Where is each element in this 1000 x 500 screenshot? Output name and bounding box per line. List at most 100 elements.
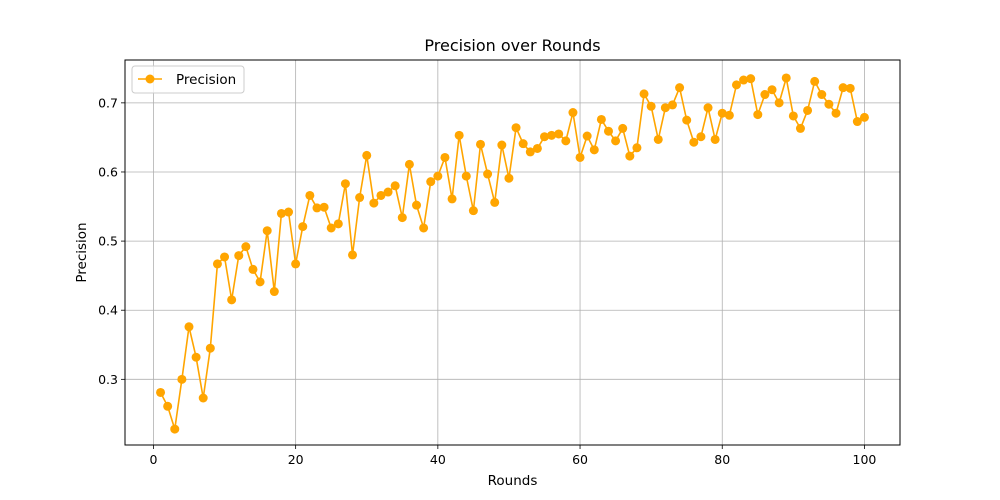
data-point-round-91 bbox=[795, 123, 805, 133]
legend-box bbox=[131, 65, 245, 94]
x-tick-label: 0 bbox=[149, 452, 157, 467]
data-point-round-35 bbox=[397, 213, 407, 223]
data-point-round-45 bbox=[468, 206, 478, 216]
data-point-round-95 bbox=[824, 99, 834, 109]
data-point-round-51 bbox=[511, 123, 521, 133]
data-point-round-79 bbox=[710, 134, 720, 144]
data-point-round-85 bbox=[753, 110, 763, 120]
data-point-round-94 bbox=[817, 90, 827, 100]
data-point-round-38 bbox=[419, 223, 429, 233]
data-point-round-20 bbox=[291, 259, 301, 269]
y-axis-title: Precision bbox=[74, 222, 90, 282]
data-point-round-54 bbox=[532, 143, 542, 153]
data-point-round-67 bbox=[625, 151, 635, 161]
x-tick-label: 60 bbox=[572, 452, 588, 467]
series-precision bbox=[156, 73, 869, 434]
data-point-round-8 bbox=[205, 343, 215, 353]
data-point-round-58 bbox=[561, 136, 571, 146]
data-point-round-4 bbox=[177, 374, 187, 384]
data-point-round-22 bbox=[305, 190, 315, 200]
data-point-round-72 bbox=[660, 103, 670, 113]
data-point-round-76 bbox=[689, 137, 699, 147]
data-point-round-16 bbox=[262, 226, 272, 236]
data-point-round-61 bbox=[582, 131, 592, 141]
y-tick-label: 0.4 bbox=[98, 303, 118, 318]
data-point-round-25 bbox=[326, 223, 336, 233]
data-point-round-14 bbox=[248, 264, 258, 274]
data-point-round-15 bbox=[255, 277, 265, 287]
data-point-round-56 bbox=[547, 130, 557, 140]
data-point-round-80 bbox=[717, 108, 727, 118]
data-point-round-17 bbox=[269, 287, 279, 297]
axis-ticks: 0 20 40 60 80 100 0.3 0.4 0.5 0.6 0.7 bbox=[98, 95, 876, 467]
legend-marker-swatch bbox=[145, 74, 155, 84]
data-point-round-13 bbox=[241, 242, 251, 252]
x-tick-label: 80 bbox=[714, 452, 730, 467]
legend-label-precision: Precision bbox=[176, 72, 236, 88]
data-point-round-9 bbox=[212, 259, 222, 269]
data-point-round-50 bbox=[504, 173, 514, 183]
data-point-round-1 bbox=[156, 387, 166, 397]
data-point-round-31 bbox=[369, 198, 379, 208]
x-tick-label: 20 bbox=[288, 452, 304, 467]
data-point-round-10 bbox=[220, 252, 230, 262]
data-point-round-68 bbox=[632, 143, 642, 153]
data-point-round-37 bbox=[412, 200, 422, 210]
data-point-round-28 bbox=[348, 250, 358, 260]
data-point-round-99 bbox=[852, 117, 862, 127]
data-point-round-63 bbox=[596, 114, 606, 124]
data-point-round-78 bbox=[703, 103, 713, 113]
y-tick-label: 0.3 bbox=[98, 372, 118, 387]
data-point-round-82 bbox=[731, 80, 741, 90]
data-point-round-12 bbox=[234, 251, 244, 261]
data-point-round-83 bbox=[739, 75, 749, 85]
data-point-round-49 bbox=[497, 140, 507, 150]
data-point-round-75 bbox=[682, 115, 692, 125]
data-point-round-6 bbox=[191, 352, 201, 362]
data-point-round-44 bbox=[461, 171, 471, 181]
data-point-round-73 bbox=[667, 100, 677, 110]
data-point-round-87 bbox=[767, 85, 777, 95]
data-point-round-69 bbox=[639, 89, 649, 99]
data-point-round-86 bbox=[760, 90, 770, 100]
data-point-round-53 bbox=[525, 147, 535, 157]
data-point-round-66 bbox=[618, 123, 628, 133]
data-point-round-90 bbox=[788, 111, 798, 121]
data-point-round-62 bbox=[589, 145, 599, 155]
data-point-round-59 bbox=[568, 108, 578, 118]
data-point-round-2 bbox=[163, 401, 173, 411]
data-point-round-57 bbox=[554, 129, 564, 139]
legend: Precision bbox=[131, 65, 245, 94]
data-point-round-48 bbox=[490, 197, 500, 207]
data-point-round-36 bbox=[404, 159, 414, 169]
data-point-round-32 bbox=[376, 190, 386, 200]
data-point-round-5 bbox=[184, 322, 194, 332]
data-point-round-43 bbox=[454, 130, 464, 140]
data-point-round-65 bbox=[611, 136, 621, 146]
data-point-round-19 bbox=[284, 207, 294, 217]
data-point-round-34 bbox=[390, 181, 400, 191]
data-point-round-84 bbox=[746, 74, 756, 84]
data-point-round-96 bbox=[831, 108, 841, 118]
data-point-round-46 bbox=[476, 139, 485, 149]
data-point-round-42 bbox=[447, 194, 457, 204]
data-point-round-89 bbox=[781, 73, 791, 83]
data-point-round-33 bbox=[383, 187, 393, 197]
data-point-round-30 bbox=[362, 150, 372, 160]
data-point-round-41 bbox=[440, 152, 450, 162]
data-point-round-92 bbox=[803, 105, 813, 115]
data-point-round-55 bbox=[540, 132, 549, 142]
x-tick-label: 100 bbox=[853, 452, 877, 467]
data-point-round-18 bbox=[276, 208, 286, 218]
data-point-round-47 bbox=[483, 169, 493, 179]
data-point-round-81 bbox=[724, 110, 734, 120]
x-tick-label: 40 bbox=[430, 452, 446, 467]
data-point-round-93 bbox=[810, 76, 820, 86]
data-point-round-52 bbox=[518, 139, 528, 149]
data-point-round-74 bbox=[675, 83, 685, 93]
data-point-round-100 bbox=[859, 112, 869, 122]
data-point-round-88 bbox=[774, 98, 784, 108]
data-point-round-40 bbox=[433, 171, 443, 181]
plot-frame bbox=[124, 59, 901, 446]
